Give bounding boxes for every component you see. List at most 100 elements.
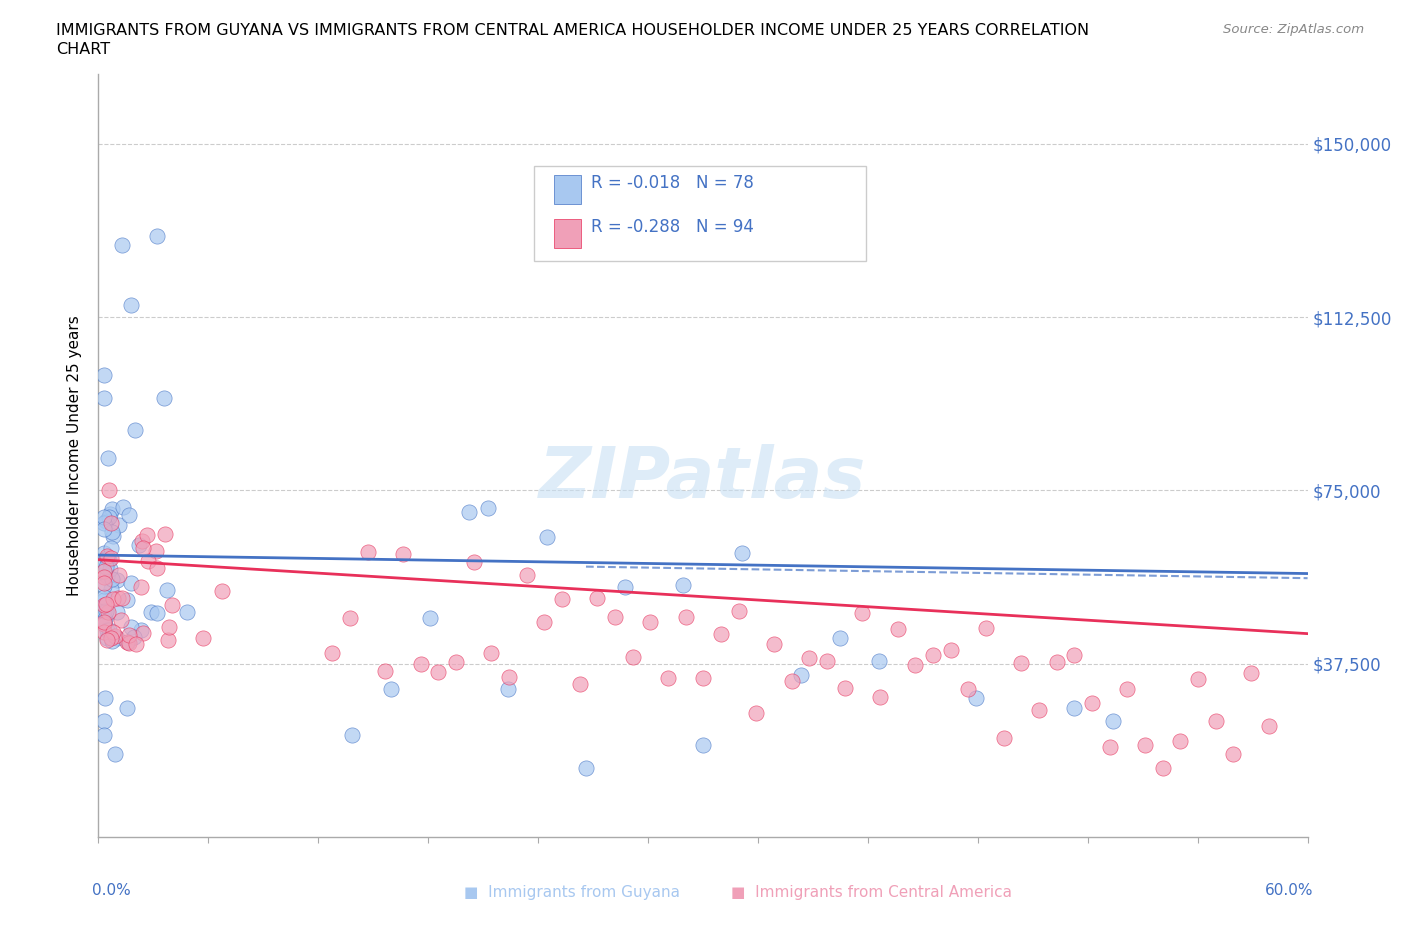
Point xyxy=(93,522,115,537)
Y-axis label: Householder Income Under 25 years: Householder Income Under 25 years xyxy=(67,315,83,596)
Point xyxy=(834,681,856,696)
Point xyxy=(94,611,117,626)
Point xyxy=(93,714,115,729)
Point xyxy=(115,634,138,649)
Text: IMMIGRANTS FROM GUYANA VS IMMIGRANTS FROM CENTRAL AMERICA HOUSEHOLDER INCOME UND: IMMIGRANTS FROM GUYANA VS IMMIGRANTS FRO… xyxy=(56,23,1090,38)
Point xyxy=(939,643,962,658)
Point xyxy=(1222,747,1244,762)
Point xyxy=(115,592,138,607)
Point xyxy=(101,525,124,539)
Point xyxy=(851,605,873,620)
Point xyxy=(100,501,122,516)
Bar xyxy=(554,219,581,247)
Point xyxy=(101,572,124,587)
Point xyxy=(496,682,519,697)
Point xyxy=(104,629,127,644)
Point xyxy=(94,514,117,529)
Text: ■  Immigrants from Guyana: ■ Immigrants from Guyana xyxy=(464,885,681,900)
Point xyxy=(93,576,115,591)
Point xyxy=(886,621,908,636)
Point xyxy=(97,604,120,619)
Text: ■  Immigrants from Central America: ■ Immigrants from Central America xyxy=(731,885,1012,900)
Point xyxy=(107,591,129,605)
Point xyxy=(105,604,128,619)
Text: Source: ZipAtlas.com: Source: ZipAtlas.com xyxy=(1223,23,1364,36)
Point xyxy=(1010,656,1032,671)
Point xyxy=(481,645,503,660)
Point xyxy=(1168,733,1191,748)
Point xyxy=(139,604,162,619)
Point xyxy=(105,631,128,645)
Point xyxy=(357,544,380,559)
Point xyxy=(869,689,891,704)
Point xyxy=(111,591,134,605)
Point xyxy=(156,582,179,597)
Point xyxy=(93,515,115,530)
Point xyxy=(93,564,115,578)
Point xyxy=(191,631,214,645)
Point xyxy=(93,617,115,631)
Point xyxy=(1187,671,1209,686)
Point xyxy=(96,632,118,647)
Point xyxy=(176,604,198,619)
Point xyxy=(536,529,558,544)
Point xyxy=(157,632,180,647)
Point xyxy=(799,651,821,666)
Point xyxy=(100,551,122,565)
Point xyxy=(427,664,450,679)
Point xyxy=(533,615,555,630)
Text: CHART: CHART xyxy=(56,42,110,57)
Point xyxy=(94,604,117,618)
Point xyxy=(1063,647,1085,662)
Point xyxy=(145,544,167,559)
Point xyxy=(1046,654,1069,669)
Point xyxy=(129,623,152,638)
Point xyxy=(117,700,139,715)
Point xyxy=(131,540,153,555)
Point xyxy=(1257,718,1279,733)
Point xyxy=(93,604,115,618)
Point xyxy=(104,747,127,762)
Point xyxy=(815,654,838,669)
Point xyxy=(129,579,152,594)
Bar xyxy=(554,175,581,204)
Point xyxy=(1063,700,1085,715)
Point xyxy=(1240,666,1263,681)
Point xyxy=(763,636,786,651)
Point xyxy=(93,625,115,640)
Text: R = -0.288   N = 94: R = -0.288 N = 94 xyxy=(591,218,754,236)
Point xyxy=(93,578,115,593)
Point xyxy=(340,728,363,743)
Point xyxy=(1028,702,1050,717)
Point xyxy=(120,576,142,591)
Point xyxy=(128,538,150,552)
Point xyxy=(100,507,122,522)
Point xyxy=(98,561,121,576)
Point xyxy=(551,591,574,606)
Point xyxy=(100,515,122,530)
Point xyxy=(100,633,122,648)
Point xyxy=(110,613,132,628)
Point xyxy=(692,737,714,752)
Point xyxy=(409,656,432,671)
Point xyxy=(568,677,591,692)
Point xyxy=(145,605,167,620)
Point xyxy=(107,568,129,583)
Point xyxy=(922,647,945,662)
Point xyxy=(120,298,142,312)
Point xyxy=(96,597,118,612)
Point xyxy=(93,612,115,627)
Point xyxy=(675,610,697,625)
Point xyxy=(93,597,115,612)
Point xyxy=(621,650,644,665)
Text: 0.0%: 0.0% xyxy=(93,883,131,897)
Point xyxy=(93,590,115,604)
Point xyxy=(96,568,118,583)
Point xyxy=(828,631,851,645)
Point xyxy=(96,549,118,564)
Point xyxy=(93,555,115,570)
Point xyxy=(993,731,1015,746)
Point xyxy=(111,238,134,253)
Point xyxy=(657,671,679,685)
Point xyxy=(93,592,115,607)
